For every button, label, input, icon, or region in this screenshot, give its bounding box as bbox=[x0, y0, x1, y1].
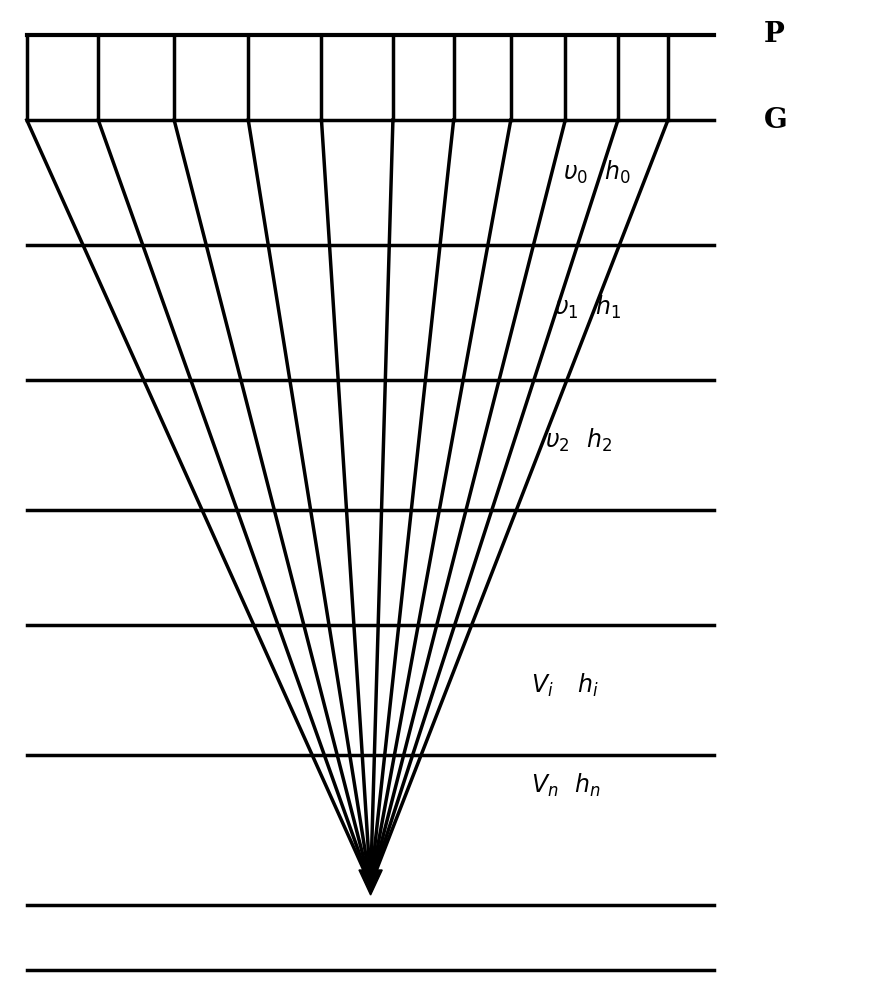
Text: $V_i$   $h_i$: $V_i$ $h_i$ bbox=[531, 671, 599, 699]
Text: G: G bbox=[764, 106, 788, 133]
Text: $V_n$  $h_n$: $V_n$ $h_n$ bbox=[531, 771, 602, 799]
Text: $\upsilon_0$  $h_0$: $\upsilon_0$ $h_0$ bbox=[563, 159, 630, 186]
Polygon shape bbox=[359, 870, 382, 895]
Text: $\upsilon_2$  $h_2$: $\upsilon_2$ $h_2$ bbox=[545, 426, 612, 454]
Text: $\upsilon_1$  $h_1$: $\upsilon_1$ $h_1$ bbox=[554, 294, 621, 321]
Text: P: P bbox=[764, 21, 784, 48]
